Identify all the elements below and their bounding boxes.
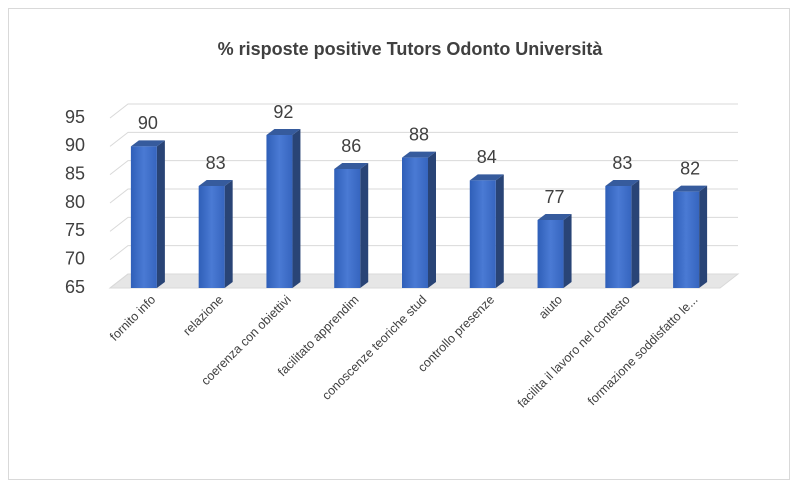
value-label: 77 xyxy=(545,187,565,207)
grid-line xyxy=(109,273,738,289)
y-tick-label: 85 xyxy=(65,163,85,183)
bar-face xyxy=(402,151,436,158)
bar-face xyxy=(537,214,572,220)
grid-line xyxy=(109,245,738,261)
value-label: 92 xyxy=(273,102,293,122)
bar-face xyxy=(198,180,233,186)
y-tick-label: 65 xyxy=(65,277,85,297)
bar-face xyxy=(156,140,165,288)
bar xyxy=(198,180,233,288)
bar-face xyxy=(469,180,496,288)
bar-face xyxy=(130,140,165,147)
y-tick-label: 95 xyxy=(65,107,85,127)
value-label: 90 xyxy=(138,113,158,133)
bar-face xyxy=(130,146,157,288)
bar-face xyxy=(605,186,632,288)
grid-line xyxy=(109,103,738,119)
bar-face xyxy=(469,174,504,181)
value-label: 86 xyxy=(341,136,361,156)
bar-face xyxy=(198,186,225,288)
bar-face xyxy=(292,129,301,288)
grid-line xyxy=(109,216,738,232)
bar-face xyxy=(334,169,361,288)
grid-line xyxy=(109,160,738,176)
bar-face xyxy=(673,185,708,192)
value-label: 88 xyxy=(409,124,429,144)
bar xyxy=(537,214,572,288)
grid-line xyxy=(109,131,738,147)
value-label: 82 xyxy=(680,158,700,178)
bar-face xyxy=(334,163,369,169)
bar xyxy=(130,140,165,288)
y-tick-label: 80 xyxy=(65,192,85,212)
bar xyxy=(334,163,369,288)
bar-face xyxy=(605,180,640,186)
bar xyxy=(469,174,504,288)
value-label: 83 xyxy=(612,153,632,173)
y-tick-label: 90 xyxy=(65,135,85,155)
bar xyxy=(402,151,436,288)
bar xyxy=(605,180,640,288)
bar-face xyxy=(266,135,293,288)
chart-title: % risposte positive Tutors Odonto Univer… xyxy=(218,39,604,59)
bar-face xyxy=(537,220,564,288)
chart-frame xyxy=(8,8,790,480)
bar-face xyxy=(266,129,301,135)
y-tick-label: 70 xyxy=(65,248,85,268)
bar-face xyxy=(563,214,572,288)
y-tick-label: 75 xyxy=(65,220,85,240)
bar-face xyxy=(360,163,369,288)
bar-face xyxy=(224,180,233,288)
bar-face xyxy=(495,174,504,288)
value-label: 83 xyxy=(206,153,226,173)
grid-line xyxy=(109,188,738,204)
bar xyxy=(266,129,301,288)
bar-face xyxy=(699,185,708,288)
bar xyxy=(673,185,708,288)
bar-face xyxy=(402,157,428,288)
bar-face xyxy=(673,191,700,288)
bar-face xyxy=(428,151,436,288)
bar-face xyxy=(631,180,640,288)
value-label: 84 xyxy=(477,147,497,167)
